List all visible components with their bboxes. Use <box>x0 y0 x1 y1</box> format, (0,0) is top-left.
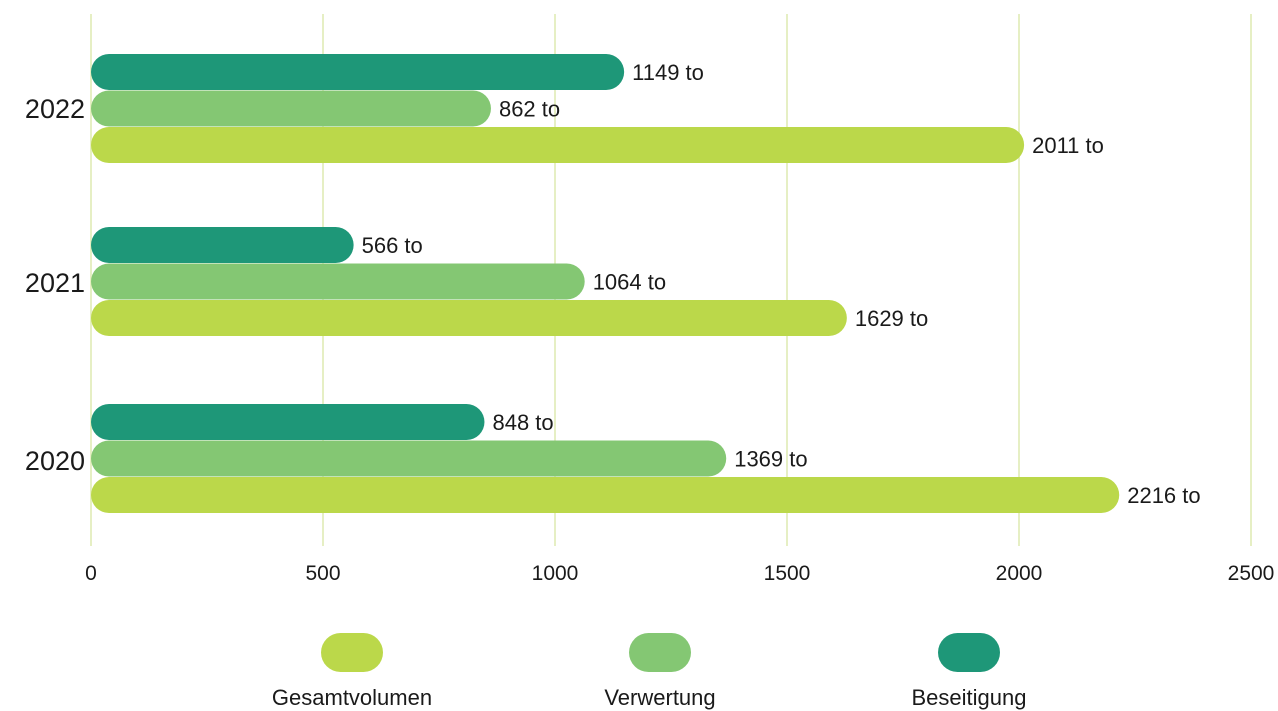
bar-gesamtvolumen-2020 <box>91 477 1120 513</box>
legend-swatch-beseitigung <box>938 633 1000 672</box>
x-tick-label: 1500 <box>764 562 811 585</box>
data-label: 1149 to <box>632 60 704 85</box>
category-label-2022: 2022 <box>25 94 85 124</box>
x-tick-label: 2500 <box>1228 562 1275 585</box>
legend-label-verwertung: Verwertung <box>604 685 715 710</box>
category-label-2020: 2020 <box>25 446 85 476</box>
bar-verwertung-2022 <box>91 90 491 127</box>
data-label: 566 to <box>362 233 423 258</box>
x-axis-ticks: 0 500 1000 1500 2000 2500 <box>85 562 1274 585</box>
x-tick-label: 0 <box>85 562 97 585</box>
data-label: 862 to <box>499 97 560 122</box>
data-label: 2216 to <box>1127 483 1200 508</box>
x-tick-label: 500 <box>305 562 340 585</box>
bar-beseitigung-2021 <box>91 227 354 263</box>
bar-verwertung-2021 <box>91 263 585 300</box>
data-label: 1629 to <box>855 306 928 331</box>
data-label: 2011 to <box>1032 133 1104 158</box>
data-label: 848 to <box>492 410 553 435</box>
bar-gesamtvolumen-2022 <box>91 127 1025 163</box>
x-tick-label: 2000 <box>996 562 1043 585</box>
data-label: 1064 to <box>593 270 666 295</box>
legend-swatch-gesamtvolumen <box>321 633 383 672</box>
bar-beseitigung-2022 <box>91 54 625 90</box>
bars: 1149 to 862 to 2011 to 566 to 1064 to 1629 to… <box>91 54 1201 513</box>
bar-gesamtvolumen-2021 <box>91 300 847 336</box>
bar-verwertung-2020 <box>91 440 727 477</box>
category-label-2021: 2021 <box>25 268 85 298</box>
x-tick-label: 1000 <box>532 562 579 585</box>
bar-beseitigung-2020 <box>91 404 485 440</box>
legend: Gesamtvolumen Verwertung Beseitigung <box>272 633 1027 710</box>
data-label: 1369 to <box>734 447 807 472</box>
category-labels: 2022 2021 2020 <box>25 94 85 476</box>
legend-label-beseitigung: Beseitigung <box>912 685 1027 710</box>
legend-label-gesamtvolumen: Gesamtvolumen <box>272 685 432 710</box>
legend-swatch-verwertung <box>629 633 691 672</box>
